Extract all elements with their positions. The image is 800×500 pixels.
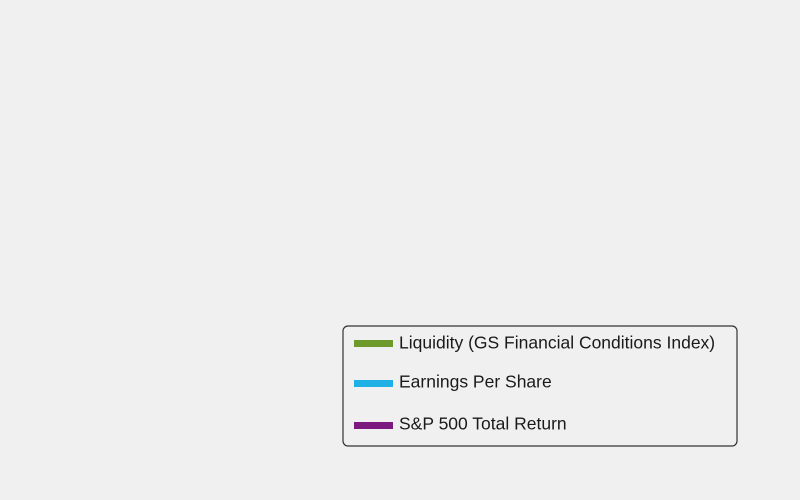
legend-item-liquidity: Liquidity (GS Financial Conditions Index… bbox=[354, 333, 715, 353]
legend-label-liquidity: Liquidity (GS Financial Conditions Index… bbox=[399, 333, 715, 353]
legend-swatch-sp500 bbox=[354, 422, 393, 429]
legend-swatch-liquidity bbox=[354, 340, 393, 347]
legend-label-eps: Earnings Per Share bbox=[399, 372, 552, 392]
legend-item-eps: Earnings Per Share bbox=[354, 372, 552, 392]
legend-label-sp500: S&P 500 Total Return bbox=[399, 414, 567, 434]
legend-box bbox=[342, 325, 738, 447]
legend-item-sp500: S&P 500 Total Return bbox=[354, 414, 567, 434]
legend: Liquidity (GS Financial Conditions Index… bbox=[342, 325, 738, 447]
legend-swatch-eps bbox=[354, 380, 393, 387]
